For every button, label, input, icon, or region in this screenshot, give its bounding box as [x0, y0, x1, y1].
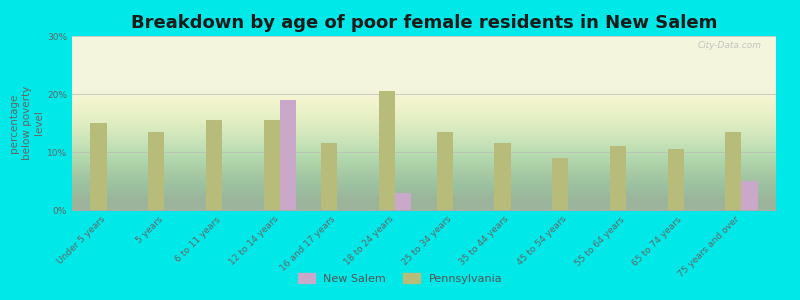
Bar: [263, 120, 280, 210]
Bar: [280, 100, 296, 210]
Bar: [610, 146, 626, 210]
Bar: [148, 132, 164, 210]
Bar: [437, 132, 453, 210]
Title: Breakdown by age of poor female residents in New Salem: Breakdown by age of poor female resident…: [131, 14, 717, 32]
Bar: [379, 91, 395, 210]
Bar: [667, 149, 684, 210]
Y-axis label: percentage
below poverty
level: percentage below poverty level: [10, 86, 44, 160]
Bar: [726, 132, 742, 210]
Text: City-Data.com: City-Data.com: [698, 41, 762, 50]
Bar: [90, 123, 106, 210]
Bar: [206, 120, 222, 210]
Bar: [395, 193, 411, 210]
Bar: [494, 143, 510, 210]
Legend: New Salem, Pennsylvania: New Salem, Pennsylvania: [294, 269, 506, 288]
Bar: [322, 143, 338, 210]
Bar: [742, 181, 758, 210]
Bar: [552, 158, 568, 210]
